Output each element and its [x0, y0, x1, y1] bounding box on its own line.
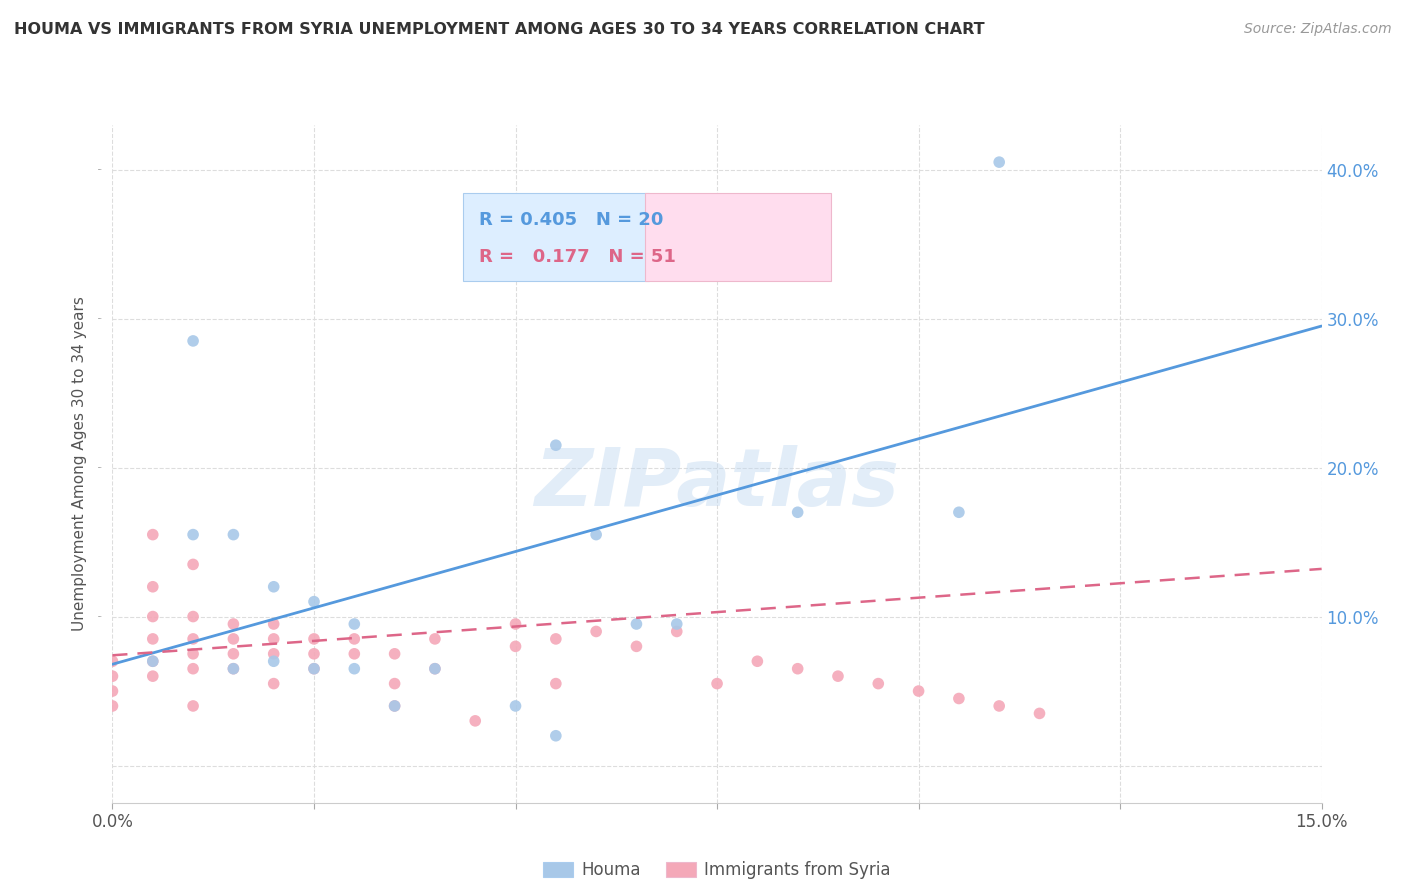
Point — [665, 617, 688, 632]
Point — [222, 647, 245, 661]
Point — [786, 662, 808, 676]
Point — [384, 676, 406, 690]
Point — [423, 632, 446, 646]
Point — [384, 698, 406, 713]
Point — [101, 669, 124, 683]
Point — [263, 617, 285, 632]
Point — [302, 632, 325, 646]
Text: R = 0.405   N = 20: R = 0.405 N = 20 — [479, 211, 664, 229]
Point — [181, 334, 204, 348]
Point — [1028, 706, 1050, 721]
Point — [263, 632, 285, 646]
Point — [142, 527, 165, 541]
Text: R =   0.177   N = 51: R = 0.177 N = 51 — [479, 248, 676, 266]
Point — [263, 580, 285, 594]
Point — [302, 662, 325, 676]
Point — [384, 647, 406, 661]
Point — [222, 662, 245, 676]
Y-axis label: Unemployment Among Ages 30 to 34 years: Unemployment Among Ages 30 to 34 years — [72, 296, 87, 632]
FancyBboxPatch shape — [644, 193, 831, 281]
Point — [263, 654, 285, 668]
Point — [747, 654, 769, 668]
Point — [626, 640, 648, 654]
Point — [464, 714, 486, 728]
Point — [142, 580, 165, 594]
Point — [544, 438, 567, 452]
Point — [343, 632, 366, 646]
Point — [222, 527, 245, 541]
Point — [181, 632, 204, 646]
Point — [544, 632, 567, 646]
Point — [343, 617, 366, 632]
Point — [948, 505, 970, 519]
Point — [786, 505, 808, 519]
Point — [181, 662, 204, 676]
Point — [827, 669, 849, 683]
Point — [302, 595, 325, 609]
Point — [665, 624, 688, 639]
Point — [423, 662, 446, 676]
Point — [142, 632, 165, 646]
Point — [585, 624, 607, 639]
Point — [706, 676, 728, 690]
Point — [181, 609, 204, 624]
Point — [263, 676, 285, 690]
Point — [101, 654, 124, 668]
Point — [142, 654, 165, 668]
Point — [101, 684, 124, 698]
Point — [101, 698, 124, 713]
Point — [585, 527, 607, 541]
Point — [181, 527, 204, 541]
Text: Source: ZipAtlas.com: Source: ZipAtlas.com — [1244, 22, 1392, 37]
Point — [626, 617, 648, 632]
Point — [222, 617, 245, 632]
Point — [302, 647, 325, 661]
Point — [222, 662, 245, 676]
Point — [222, 632, 245, 646]
Point — [181, 647, 204, 661]
Point — [181, 698, 204, 713]
FancyBboxPatch shape — [463, 193, 650, 281]
Point — [263, 647, 285, 661]
Text: HOUMA VS IMMIGRANTS FROM SYRIA UNEMPLOYMENT AMONG AGES 30 TO 34 YEARS CORRELATIO: HOUMA VS IMMIGRANTS FROM SYRIA UNEMPLOYM… — [14, 22, 984, 37]
Point — [423, 662, 446, 676]
Point — [142, 669, 165, 683]
Point — [505, 617, 527, 632]
Point — [505, 698, 527, 713]
Point — [544, 676, 567, 690]
Point — [505, 640, 527, 654]
Point — [142, 609, 165, 624]
Point — [988, 698, 1011, 713]
Text: ZIPatlas: ZIPatlas — [534, 445, 900, 524]
Point — [181, 558, 204, 572]
Legend: Houma, Immigrants from Syria: Houma, Immigrants from Syria — [537, 855, 897, 886]
Point — [988, 155, 1011, 169]
Point — [948, 691, 970, 706]
Point — [868, 676, 890, 690]
Point — [907, 684, 929, 698]
Point — [142, 654, 165, 668]
Point — [343, 662, 366, 676]
Point — [302, 662, 325, 676]
Point — [544, 729, 567, 743]
Point — [343, 647, 366, 661]
Point — [384, 698, 406, 713]
